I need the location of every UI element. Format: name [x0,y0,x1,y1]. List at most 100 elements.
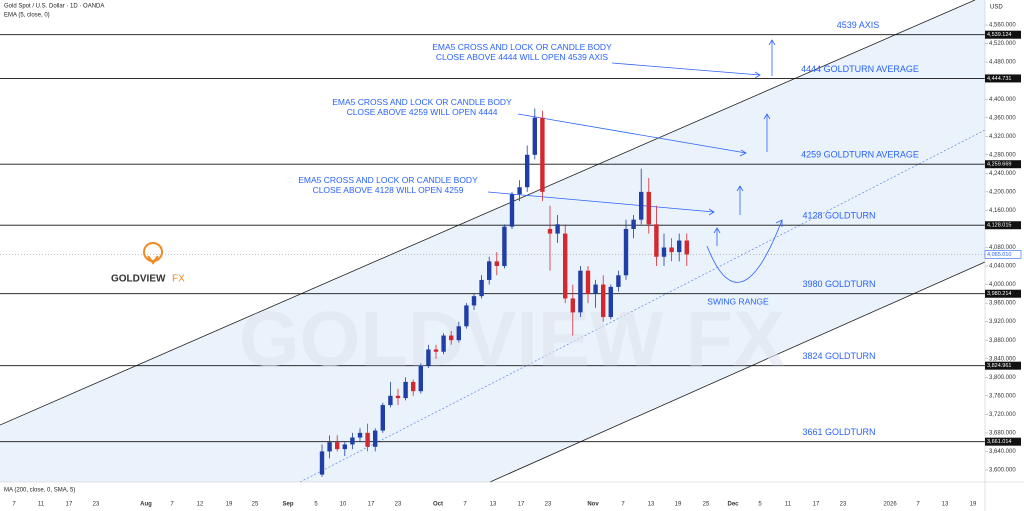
y-tick-label: 4,280.000 [989,152,1016,158]
candle-body [623,228,629,276]
level-label: 4539 AXIS [837,20,880,30]
annotation: EMA5 CROSS AND LOCK OR CANDLE BODY CLOSE … [332,97,512,117]
x-tick-label: 19 [226,502,233,508]
candle-body [639,191,644,220]
x-tick-label: 23 [545,502,552,508]
candle-body [395,395,401,399]
price-tag-label: 4,444.731 [987,76,1011,82]
candle-body [494,261,499,267]
indicator-label: EMA (5, close, 0) [4,13,50,19]
level-label: 3980 GOLDTURN [802,279,875,289]
price-tag-label: 3,661.014 [987,439,1011,445]
price-tag-label: 3,980.214 [987,291,1011,297]
x-tick-label: Aug [140,502,152,508]
candle-body [646,191,651,225]
channel-fill [0,0,985,482]
x-tick-label: 10 [340,502,347,508]
candle-body [608,286,613,318]
candle-body [388,395,393,406]
y-tick-label: 3,760.000 [989,393,1016,399]
candle-body [585,270,591,294]
x-tick-label: 13 [490,502,497,508]
x-tick-label: 23 [93,502,100,508]
channel-lower [489,261,986,483]
price-tag-label: 4,128.015 [987,223,1011,229]
y-tick-label: 3,920.000 [989,319,1016,325]
candle-body [593,284,598,294]
candle-body [471,296,477,306]
annotation: SWING RANGE [707,296,769,306]
y-tick-label: 4,400.000 [989,97,1016,103]
candle-body [373,430,378,447]
candle-body [350,437,355,445]
price-tag [985,221,1021,230]
candle-body [563,233,568,299]
x-tick-label: 25 [252,502,259,508]
y-tick-label: 4,360.000 [989,115,1016,121]
x-tick-label: 5 [758,502,762,508]
x-tick-label: Oct [433,502,443,508]
candle-body [540,117,545,192]
x-tick-label: 19 [675,502,682,508]
y-tick-label: 3,840.000 [989,356,1016,362]
level-label: 4259 GOLDTURN AVERAGE [801,150,919,160]
x-tick-label: 5 [314,502,318,508]
x-tick-label: 7 [170,502,174,508]
level-label: 3661 GOLDTURN [802,427,875,437]
candle-body [532,117,537,155]
x-tick-label: Dec [727,502,739,508]
candle-body [433,349,439,352]
channel-upper [0,0,976,426]
last-price-label: 4,065.010 [987,252,1011,258]
x-tick-label: 17 [518,502,525,508]
y-tick-label: 4,560.000 [989,23,1016,29]
y-tick-label: 4,320.000 [989,134,1016,140]
x-tick-label: 2026 [883,502,897,508]
y-tick-label: 3,600.000 [989,468,1016,474]
candle-body [365,432,370,447]
y-tick-label: 3,880.000 [989,338,1016,344]
y-tick-label: 4,240.000 [989,171,1016,177]
y-tick-label: 3,960.000 [989,301,1016,307]
candle-body [464,305,469,327]
candle-body [509,194,515,227]
price-tag [985,160,1021,169]
x-tick-label: 23 [840,502,847,508]
x-tick-label: 19 [970,502,977,508]
price-tag [985,437,1021,446]
candle-body [426,349,431,366]
y-tick-label: 4,480.000 [989,60,1016,66]
x-tick-label: 7 [463,502,467,508]
candle-body [380,405,385,431]
watermark: GOLDVIEW FX [239,295,785,383]
candle-body [616,275,621,287]
x-tick-label: 12 [197,502,204,508]
candle-body [418,365,423,392]
x-tick-label: 25 [703,502,710,508]
candle-body [479,279,484,297]
candle-body [502,226,507,267]
candle-body [684,240,689,255]
candle-body [661,247,667,257]
annotation: EMA5 CROSS AND LOCK OR CANDLE BODY CLOSE … [298,175,478,195]
logo: GOLDVIEW FX [111,242,185,285]
annotation: EMA5 CROSS AND LOCK OR CANDLE BODY CLOSE … [432,42,612,62]
candle-body [357,432,363,438]
candle-body [669,247,674,253]
currency: USD [990,5,1003,11]
candle-body [570,298,575,313]
candle-body [441,335,446,352]
x-tick-label: 7 [621,502,625,508]
y-tick-label: 3,640.000 [989,449,1016,455]
y-tick-label: 4,040.000 [989,264,1016,270]
price-tag [985,289,1021,298]
price-tag-label: 3,824.961 [987,363,1011,369]
y-tick-label: 3,680.000 [989,430,1016,436]
candle-body [555,224,560,234]
symbol-title: Gold Spot / U.S. Dollar · 1D · OANDA [4,4,104,10]
arrows [487,39,783,283]
level-label: 4128 GOLDTURN [802,211,875,221]
logo-text: GOLDVIEW [111,274,166,285]
y-tick-label: 3,720.000 [989,412,1016,418]
channel-mid [299,129,986,483]
